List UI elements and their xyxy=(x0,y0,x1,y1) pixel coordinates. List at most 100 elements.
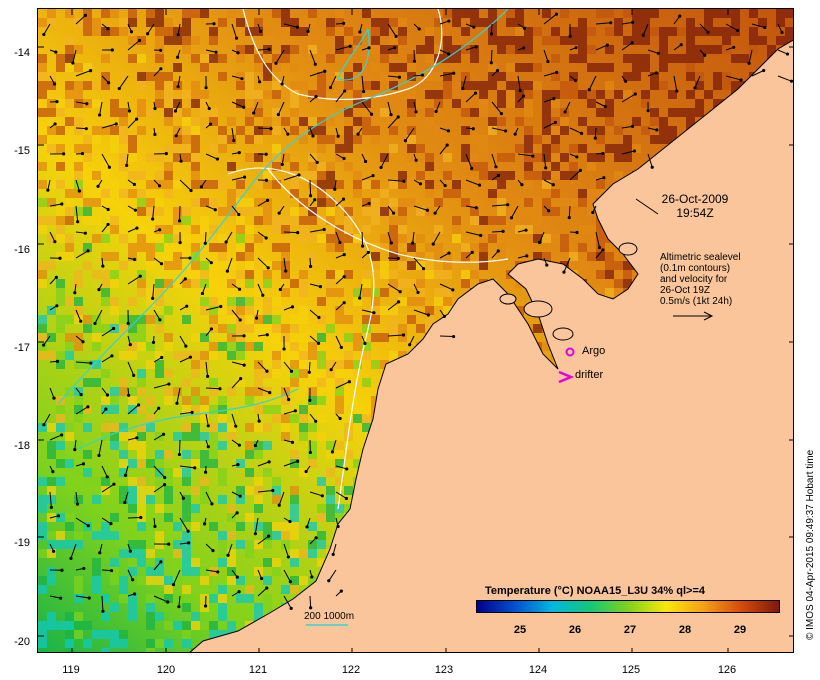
velocity-arrow xyxy=(335,302,345,311)
velocity-arrow xyxy=(491,101,502,114)
velocity-arrow xyxy=(127,569,134,580)
sst-cell xyxy=(191,225,200,234)
sst-cell xyxy=(245,45,254,54)
sst-cell xyxy=(551,234,560,243)
sst-cell xyxy=(380,234,389,243)
sst-cell xyxy=(335,378,344,387)
velocity-arrow-head xyxy=(132,182,136,187)
sst-cell xyxy=(56,324,65,333)
velocity-arrow xyxy=(283,231,298,234)
sst-cell xyxy=(245,243,254,252)
sst-cell xyxy=(272,414,281,423)
sst-cell xyxy=(479,81,488,90)
sst-cell xyxy=(236,351,245,360)
velocity-arrow-head xyxy=(402,179,406,183)
sst-cell xyxy=(182,36,191,45)
velocity-arrow-head xyxy=(403,139,408,143)
sst-cell xyxy=(605,270,614,279)
sst-cell xyxy=(164,585,173,594)
velocity-arrow xyxy=(568,205,571,218)
velocity-arrow-head xyxy=(151,296,155,300)
sst-cell xyxy=(524,135,533,144)
sst-cell xyxy=(182,216,191,225)
velocity-arrow-head xyxy=(137,403,141,407)
velocity-arrow-head xyxy=(188,355,193,359)
velocity-arrow-head xyxy=(414,110,418,114)
y-tick-label: -17 xyxy=(14,342,30,354)
sst-cell xyxy=(164,81,173,90)
sst-cell xyxy=(443,270,452,279)
velocity-arrow xyxy=(257,535,269,545)
sst-cell xyxy=(749,27,758,36)
velocity-arrow-head xyxy=(58,256,62,260)
sst-cell xyxy=(281,324,290,333)
sst-cell xyxy=(641,54,650,63)
sst-cell xyxy=(191,333,200,342)
sst-cell xyxy=(380,333,389,342)
sst-cell xyxy=(263,207,272,216)
sst-cell xyxy=(425,72,434,81)
sst-cell xyxy=(425,315,434,324)
velocity-arrow xyxy=(179,179,192,191)
sst-cell xyxy=(425,207,434,216)
sst-cell xyxy=(200,396,209,405)
sst-cell xyxy=(353,135,362,144)
velocity-arrow-head xyxy=(573,78,578,83)
velocity-arrow-head xyxy=(470,166,474,171)
sst-cell xyxy=(65,243,74,252)
sst-cell xyxy=(605,27,614,36)
sst-cell xyxy=(326,234,335,243)
sst-cell xyxy=(110,387,119,396)
sst-cell xyxy=(101,522,110,531)
sst-cell xyxy=(317,126,326,135)
velocity-arrow xyxy=(335,45,351,51)
sst-cell xyxy=(65,81,74,90)
sst-cell xyxy=(362,81,371,90)
velocity-arrow xyxy=(412,231,415,244)
sst-cell xyxy=(299,216,308,225)
sst-cell xyxy=(344,351,353,360)
velocity-arrow-head xyxy=(254,316,259,320)
sst-cell xyxy=(65,342,74,351)
sst-cell xyxy=(155,531,164,540)
velocity-arrow-head xyxy=(226,553,230,557)
velocity-arrow-head xyxy=(276,113,280,117)
velocity-arrow-head xyxy=(96,184,100,188)
velocity-arrow-head xyxy=(574,46,578,50)
velocity-arrow-head xyxy=(128,549,133,553)
sst-cell xyxy=(173,432,182,441)
velocity-arrow xyxy=(543,98,554,103)
velocity-arrow-head xyxy=(501,229,505,233)
sst-cell xyxy=(551,99,560,108)
sst-cell xyxy=(488,72,497,81)
sst-cell xyxy=(632,9,641,18)
sst-cell xyxy=(326,135,335,144)
sst-cell xyxy=(182,396,191,405)
sst-cell xyxy=(65,252,74,261)
sst-cell xyxy=(470,171,479,180)
sst-cell xyxy=(137,459,146,468)
velocity-arrow-head xyxy=(234,424,238,428)
altimetry-annotation: Altimetric sealevel (0.1m contours) and … xyxy=(660,252,750,307)
sst-cell xyxy=(137,378,146,387)
sst-cell xyxy=(227,324,236,333)
sst-cell xyxy=(182,315,191,324)
sst-cell xyxy=(119,639,128,648)
sst-cell xyxy=(272,180,281,189)
island xyxy=(552,327,574,341)
velocity-arrow-head xyxy=(264,236,268,240)
sst-cell xyxy=(47,306,56,315)
sst-cell xyxy=(101,324,110,333)
velocity-arrow-head xyxy=(538,240,542,245)
sst-cell xyxy=(362,351,371,360)
sst-cell xyxy=(677,108,686,117)
sst-cell xyxy=(326,486,335,495)
sst-cell xyxy=(47,144,56,153)
sst-cell xyxy=(371,270,380,279)
sst-cell xyxy=(38,162,47,171)
sst-cell xyxy=(65,513,74,522)
sst-cell xyxy=(407,261,416,270)
sst-cell xyxy=(668,54,677,63)
sst-cell xyxy=(182,126,191,135)
sst-cell xyxy=(353,189,362,198)
